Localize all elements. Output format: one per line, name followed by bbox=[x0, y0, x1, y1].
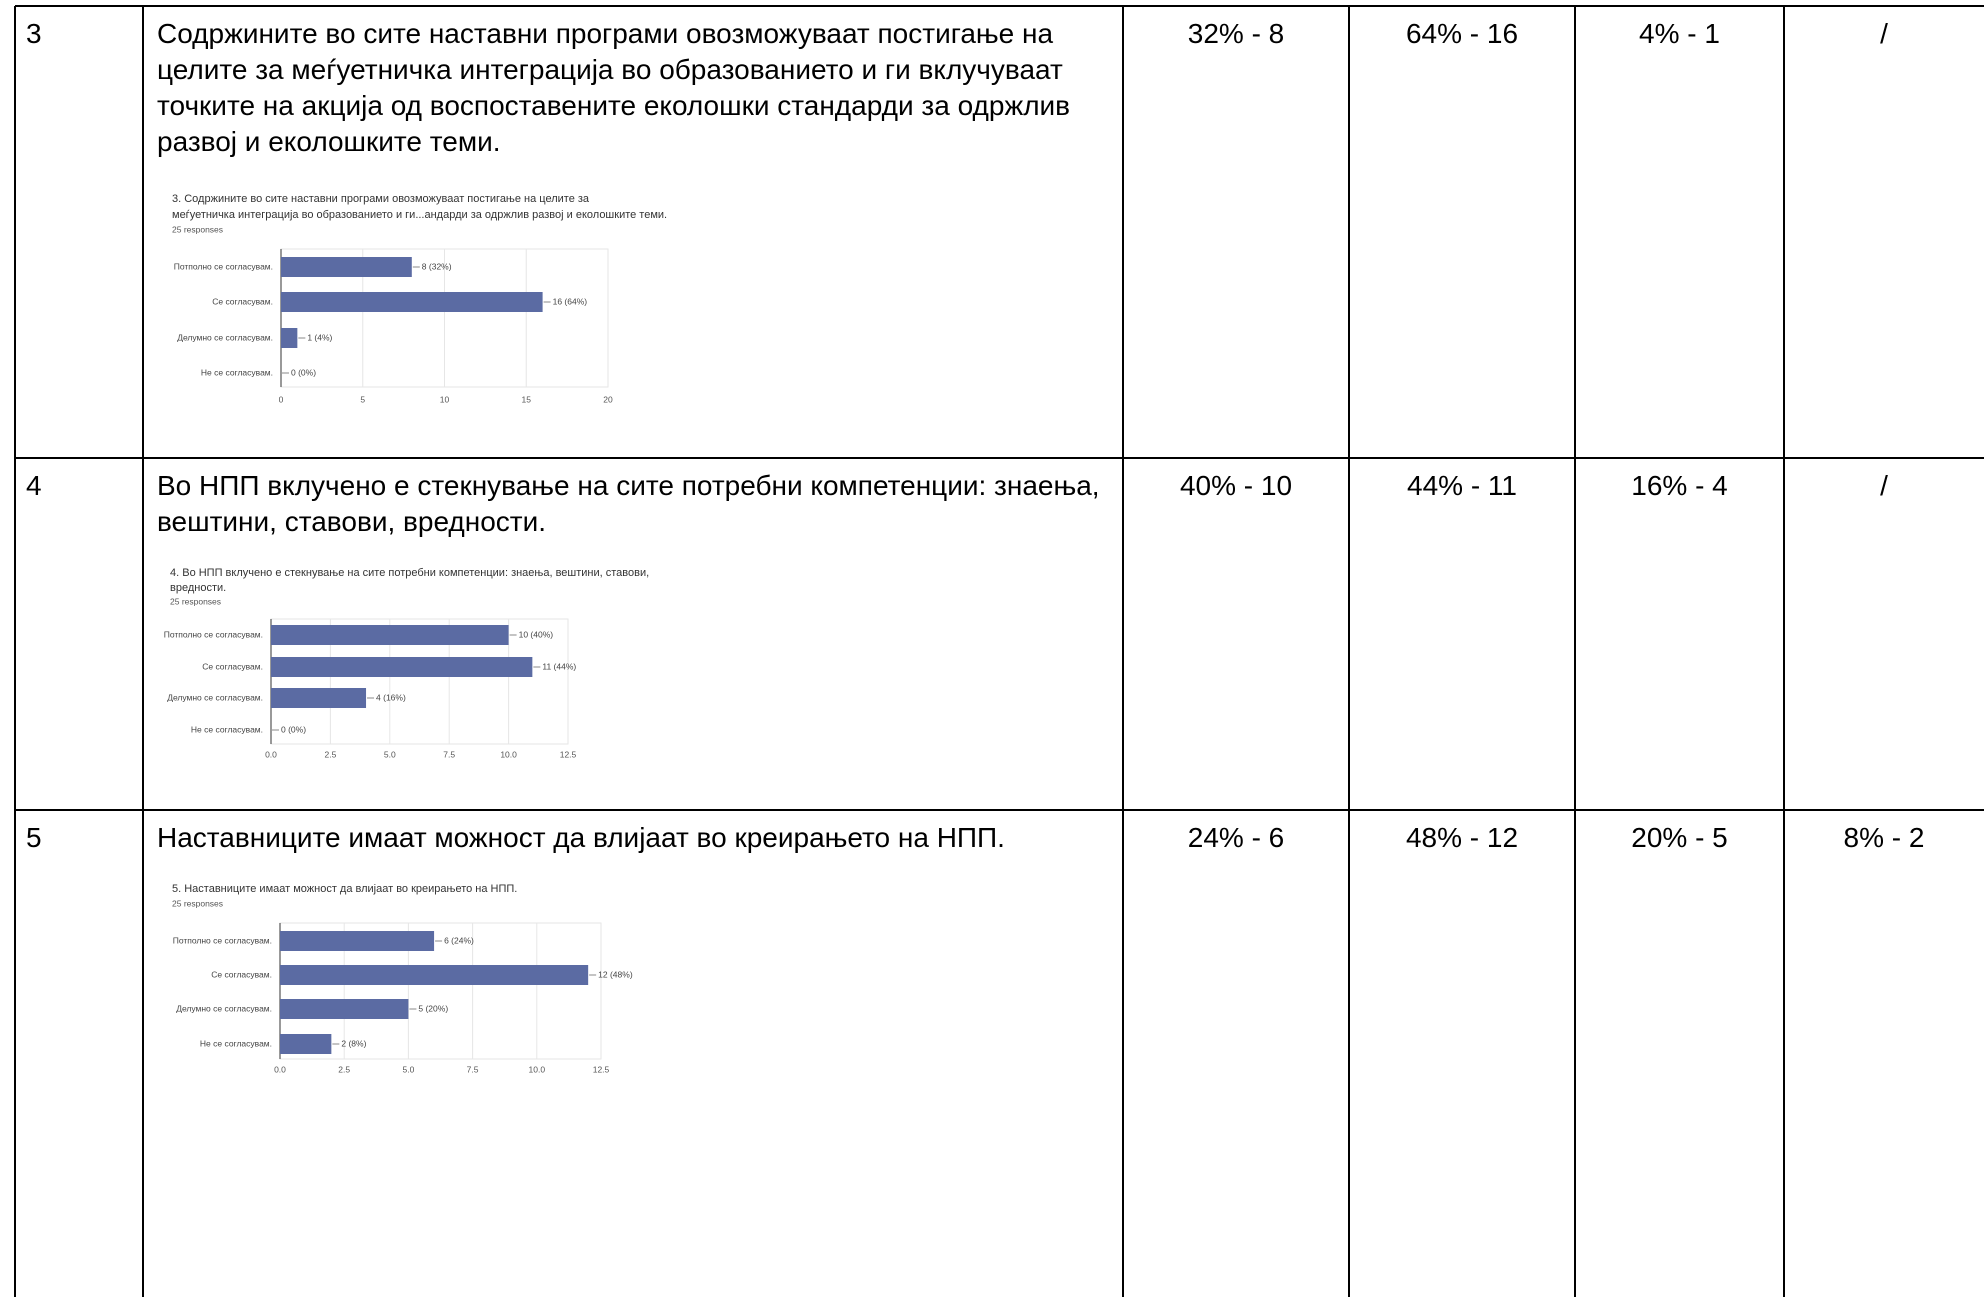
chart-title: 5. Наставниците имаат можност да влијаат… bbox=[172, 883, 517, 895]
value-label: 2 (8%) bbox=[341, 1038, 366, 1048]
bar bbox=[271, 625, 509, 645]
answer-cell: 20% - 5 bbox=[1631, 822, 1728, 853]
value-label: 11 (44%) bbox=[542, 661, 576, 671]
x-tick-label: 7.5 bbox=[467, 1064, 479, 1074]
bar bbox=[271, 688, 367, 708]
answer-cell: 64% - 16 bbox=[1405, 18, 1519, 49]
value-label: 8 (32%) bbox=[422, 261, 452, 271]
bar bbox=[280, 931, 435, 951]
x-tick-label: 2.5 bbox=[338, 1064, 350, 1074]
answer-cell: 24% - 6 bbox=[1187, 822, 1285, 853]
chart-title: 3. Содржините во сите наставни програми … bbox=[172, 193, 590, 205]
row-number: 3 bbox=[26, 18, 42, 49]
value-label: 1 (4%) bbox=[307, 332, 332, 342]
row-number: 5 bbox=[26, 822, 42, 853]
chart-subtitle: 25 responses bbox=[170, 596, 221, 606]
chart-title: вредности. bbox=[170, 582, 226, 594]
x-tick-label: 2.5 bbox=[324, 749, 336, 759]
category-label: Потполно се согласувам. bbox=[174, 261, 273, 271]
category-label: Делумно се согласувам. bbox=[167, 692, 263, 702]
bar bbox=[281, 257, 412, 277]
answer-cell: / bbox=[1880, 470, 1888, 501]
value-label: 12 (48%) bbox=[598, 969, 633, 979]
x-tick-label: 10 bbox=[440, 394, 450, 404]
answer-cell: 48% - 12 bbox=[1405, 822, 1519, 853]
x-tick-label: 12.5 bbox=[560, 749, 577, 759]
answer-cell: 8% - 2 bbox=[1843, 822, 1925, 853]
row-text: Наставниците имаат можност да влијаат во… bbox=[157, 822, 1005, 853]
category-label: Не се согласувам. bbox=[200, 1038, 272, 1048]
bar bbox=[281, 328, 298, 348]
x-tick-label: 15 bbox=[522, 394, 532, 404]
chart-title: меѓуетничка интеграција во образованието… bbox=[172, 209, 667, 221]
bar bbox=[280, 999, 409, 1019]
answer-cell: 44% - 11 bbox=[1407, 470, 1517, 501]
value-label: 0 (0%) bbox=[281, 724, 306, 734]
value-label: 10 (40%) bbox=[519, 629, 554, 639]
category-label: Потполно се согласувам. bbox=[173, 935, 272, 945]
x-tick-label: 10.0 bbox=[529, 1064, 546, 1074]
category-label: Се согласувам. bbox=[202, 661, 263, 671]
answer-cell: 32% - 8 bbox=[1187, 18, 1285, 49]
category-label: Не се согласувам. bbox=[201, 367, 273, 377]
bar bbox=[271, 657, 533, 677]
value-label: 16 (64%) bbox=[553, 296, 588, 306]
x-tick-label: 0.0 bbox=[274, 1064, 286, 1074]
x-tick-label: 0.0 bbox=[265, 749, 277, 759]
bar bbox=[280, 1034, 332, 1054]
chart-title: 4. Во НПП вклучено е стекнување на сите … bbox=[170, 567, 649, 579]
category-label: Делумно се согласувам. bbox=[176, 1003, 272, 1013]
bar bbox=[281, 292, 543, 312]
bar bbox=[280, 965, 589, 985]
answer-cell: 16% - 4 bbox=[1631, 470, 1728, 501]
category-label: Делумно се согласувам. bbox=[177, 332, 273, 342]
category-label: Се согласувам. bbox=[212, 296, 273, 306]
category-label: Се согласувам. bbox=[211, 969, 272, 979]
answer-cell: / bbox=[1880, 18, 1888, 49]
row-text: Во НПП вклучено е стекнување на сите пот… bbox=[157, 470, 1100, 537]
value-label: 5 (20%) bbox=[418, 1003, 448, 1013]
x-tick-label: 10.0 bbox=[500, 749, 517, 759]
x-tick-label: 0 bbox=[279, 394, 284, 404]
x-tick-label: 12.5 bbox=[593, 1064, 610, 1074]
x-tick-label: 5.0 bbox=[402, 1064, 414, 1074]
answer-cell: 40% - 10 bbox=[1179, 470, 1293, 501]
chart-subtitle: 25 responses bbox=[172, 224, 223, 234]
value-label: 0 (0%) bbox=[291, 367, 316, 377]
category-label: Потполно се согласувам. bbox=[164, 629, 263, 639]
value-label: 6 (24%) bbox=[444, 935, 474, 945]
x-tick-label: 5.0 bbox=[384, 749, 396, 759]
x-tick-label: 5 bbox=[360, 394, 365, 404]
value-label: 4 (16%) bbox=[376, 692, 406, 702]
x-tick-label: 20 bbox=[603, 394, 613, 404]
category-label: Не се согласувам. bbox=[191, 724, 263, 734]
chart-subtitle: 25 responses bbox=[172, 898, 223, 908]
x-tick-label: 7.5 bbox=[443, 749, 455, 759]
answer-cell: 4% - 1 bbox=[1639, 18, 1720, 49]
row-text: Содржините во сите наставни програми ово… bbox=[157, 18, 1071, 157]
row-number: 4 bbox=[26, 470, 42, 501]
